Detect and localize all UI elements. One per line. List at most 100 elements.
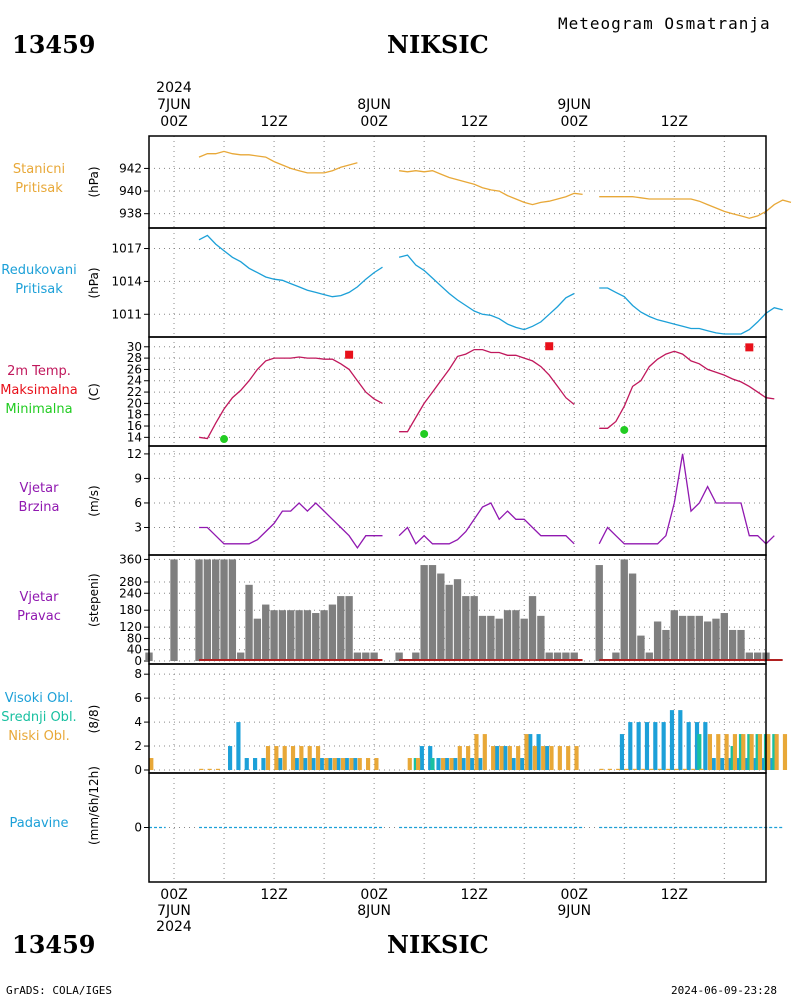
direction-bar xyxy=(262,604,270,661)
direction-bar xyxy=(462,596,470,661)
cloud-bar xyxy=(265,746,271,770)
y-tick-label: 2 xyxy=(134,739,142,753)
cloud-bar xyxy=(494,746,499,770)
panel-label: 2m Temp. xyxy=(7,363,71,379)
cloud-bar xyxy=(374,758,379,770)
cloud-bar xyxy=(244,758,249,770)
panel-label: Redukovani xyxy=(1,262,77,278)
cloud-bar xyxy=(507,746,512,770)
direction-bar xyxy=(220,559,228,661)
station-name: NIKSIC xyxy=(387,30,489,59)
cloud-bar xyxy=(524,734,529,770)
panel-label: Niski Obl. xyxy=(8,728,70,744)
cloud-bar xyxy=(741,734,746,770)
panel-3: 3 6 9 12 xyxy=(127,445,775,556)
cloud-bar xyxy=(528,734,533,770)
max-temp-marker xyxy=(545,342,554,351)
time-label-top: 2024 xyxy=(156,80,192,96)
y-tick-label: 18 xyxy=(127,408,142,422)
cloud-bar xyxy=(686,722,691,770)
timestamp: 2024-06-09-23:28 xyxy=(671,984,777,997)
cloud-bar xyxy=(532,746,537,770)
series-line xyxy=(398,502,575,545)
cloud-bar xyxy=(557,746,562,770)
cloud-bar xyxy=(503,746,508,770)
cloud-bar xyxy=(669,710,675,770)
cloud-bar xyxy=(278,758,283,770)
direction-bar xyxy=(737,629,745,661)
series-line xyxy=(199,502,383,550)
panel-frame xyxy=(148,227,767,338)
cloud-bar xyxy=(766,734,771,770)
series-line xyxy=(599,196,792,219)
direction-bar xyxy=(245,584,253,661)
cloud-bar xyxy=(324,758,329,770)
cloud-bar xyxy=(511,758,516,770)
y-tick-label: 1014 xyxy=(111,274,142,288)
direction-bar xyxy=(520,618,528,661)
time-label-bottom: 7JUN xyxy=(157,903,191,919)
direction-bar xyxy=(345,596,353,661)
time-label-bottom: 2024 xyxy=(156,919,192,935)
cloud-bar xyxy=(328,758,333,770)
cloud-bar xyxy=(519,758,524,770)
series-line xyxy=(399,170,583,206)
cloud-bar xyxy=(491,746,496,770)
cloud-bar xyxy=(282,746,287,770)
cloud-bar xyxy=(307,746,312,770)
cloud-bar xyxy=(738,734,744,770)
panel-frame xyxy=(148,772,767,883)
cloud-bar xyxy=(349,758,354,770)
direction-bar xyxy=(720,613,728,661)
cloud-bar xyxy=(340,758,346,770)
direction-bar xyxy=(270,610,278,661)
panel-label: Pritisak xyxy=(15,181,63,196)
direction-bar xyxy=(645,652,653,661)
y-tick-label: 6 xyxy=(134,691,142,705)
y-tick-label: 80 xyxy=(127,631,142,645)
y-tick-label: 0 xyxy=(134,654,142,668)
panel-6: 0 xyxy=(134,772,783,883)
panel-label: Stanicni xyxy=(12,162,66,177)
direction-bar xyxy=(362,652,370,661)
cloud-bar xyxy=(732,734,738,770)
max-temp-marker xyxy=(745,343,754,352)
cloud-bar xyxy=(261,758,266,770)
direction-bar xyxy=(412,652,420,661)
direction-bar xyxy=(420,565,428,661)
cloud-bar xyxy=(441,758,446,770)
y-tick-label: 16 xyxy=(127,419,142,433)
direction-bar xyxy=(237,652,245,661)
cloud-bar xyxy=(336,758,341,770)
cloud-bar xyxy=(666,768,671,770)
direction-bar xyxy=(478,615,487,661)
direction-bar xyxy=(670,610,678,661)
direction-bar xyxy=(320,610,328,661)
station-id: 13459 xyxy=(12,30,96,59)
direction-bar xyxy=(445,584,453,661)
panel-1: 1011 1014 1017 xyxy=(111,227,783,338)
y-tick-label: 3 xyxy=(134,520,142,534)
panel-label: Brzina xyxy=(18,499,60,515)
cloud-bar xyxy=(736,758,741,770)
direction-bar xyxy=(595,565,603,661)
direction-bar xyxy=(328,604,337,661)
cloud-bar xyxy=(228,746,233,770)
cloud-bar xyxy=(516,746,521,770)
direction-bar xyxy=(470,596,478,661)
y-tick-label: 12 xyxy=(127,447,142,461)
y-tick-label: 940 xyxy=(119,184,142,198)
cloud-bar xyxy=(215,768,221,770)
y-tick-label: 14 xyxy=(127,430,142,444)
cloud-bar xyxy=(149,758,154,770)
panel-label: Visoki Obl. xyxy=(4,690,74,706)
cloud-bar xyxy=(413,758,418,770)
time-label-bottom: 12Z xyxy=(260,887,288,903)
direction-bar xyxy=(637,635,645,661)
series-line xyxy=(599,287,783,335)
direction-bar xyxy=(528,596,537,661)
cloud-bar xyxy=(657,768,662,770)
